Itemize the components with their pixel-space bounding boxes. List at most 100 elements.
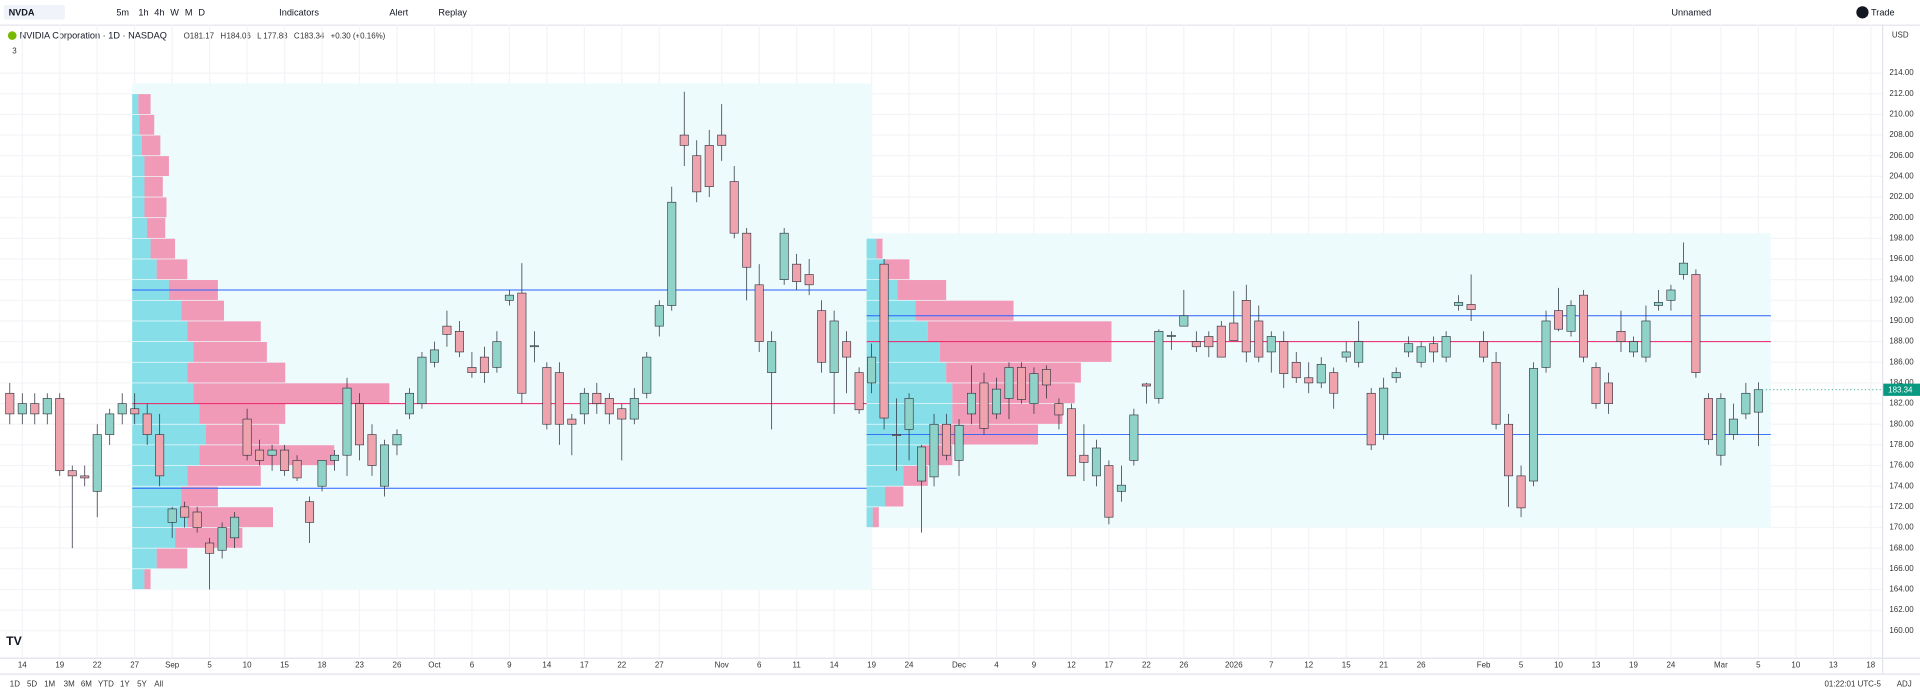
candle-body [1579,294,1588,358]
profile-up-bar [866,465,904,486]
profile-up-bar [132,569,145,590]
trade-icon[interactable] [1856,6,1869,19]
profile-down-bar [156,259,188,280]
x-tick-label: Sep [165,661,180,670]
candle-body [1216,325,1226,358]
candle-body [1591,367,1601,404]
x-tick-label: 9 [1032,661,1037,670]
indicators-button[interactable]: Indicators [279,7,319,17]
candle-body [1329,372,1339,394]
profile-up-bar [132,218,147,238]
profile-down-bar [150,238,176,259]
interval-button[interactable]: 5m [116,7,129,17]
profile-down-bar [897,280,947,300]
x-tick-label: 10 [1554,661,1563,670]
range-button[interactable]: All [154,680,163,689]
candle-body [205,542,215,554]
x-tick-label: 6 [470,661,475,670]
x-tick-label: 26 [1179,661,1188,670]
profile-down-bar [927,321,1112,342]
candle-body [217,527,227,551]
candle-body [804,274,814,286]
y-tick-label: 204.00 [1889,171,1914,180]
y-tick-label: 166.00 [1889,564,1914,573]
candle-body [92,434,102,492]
x-tick-label: Dec [952,661,966,670]
legend-value: 184.06 [227,31,252,40]
profile-up-bar [866,362,947,383]
replay-button[interactable]: Replay [438,7,467,17]
interval-button[interactable]: D [198,7,205,17]
range-button[interactable]: 1Y [120,680,130,689]
profile-down-bar [872,507,879,528]
layout-name[interactable]: Unnamed [1671,7,1711,17]
interval-button[interactable]: 4h [154,7,164,17]
alert-button[interactable]: Alert [389,7,408,17]
symbol-box[interactable] [3,4,65,20]
candle-body [1066,408,1076,477]
y-tick-label: 212.00 [1889,89,1914,98]
candle-body [1304,377,1314,384]
candle-body [1091,447,1101,477]
candle-body [192,511,202,528]
candle-body [105,413,115,435]
range-button[interactable]: 6M [81,680,92,689]
currency: USD [1892,31,1909,40]
x-tick-label: 2026 [1225,661,1243,670]
candle-body [842,341,852,358]
profile-up-bar [132,383,194,404]
range-button[interactable]: 5Y [137,680,147,689]
profile-down-bar [876,238,883,259]
candle-body [1454,302,1464,306]
trade-button[interactable]: Trade [1871,7,1895,17]
candle-body [967,392,976,415]
profile-down-bar [144,156,169,177]
candle-body [1079,454,1089,463]
y-tick-label: 192.00 [1889,295,1914,304]
profile-up-bar [866,321,928,342]
profile-down-bar [940,341,1112,362]
profile-up-bar [132,445,200,466]
legend-letter: C [294,31,300,40]
indicator-count[interactable]: 3 [12,47,17,56]
profile-up-bar [132,548,157,569]
candle-body [1753,389,1763,413]
interval-button[interactable]: M [185,7,193,17]
candle-body [155,434,165,477]
x-tick-label: 14 [830,661,839,670]
candle-body [604,398,614,415]
range-button[interactable]: 3M [64,680,75,689]
adj-button[interactable]: ADJ [1897,680,1912,689]
candle-body [629,398,639,420]
y-tick-label: 208.00 [1889,130,1914,139]
candle-body [1104,465,1114,518]
legend-value: 183.34 [300,31,325,40]
candle-body [117,403,127,415]
y-tick-label: 162.00 [1889,605,1914,614]
range-button[interactable]: 5D [27,680,37,689]
range-button[interactable]: 1D [10,680,20,689]
candle-body [1404,343,1414,353]
candle-body [954,424,964,461]
profile-down-bar [193,341,267,362]
interval-button[interactable]: W [170,7,179,17]
candle-body [1191,341,1201,348]
interval-button[interactable]: 1h [138,7,148,17]
profile-down-bar [138,94,151,115]
profile-down-bar [884,486,904,507]
range-button[interactable]: 1M [44,680,55,689]
candle-body [305,501,315,523]
profile-down-bar [187,321,261,342]
candle-body [479,356,489,373]
profile-up-bar [132,197,145,218]
symbol[interactable]: NVDA [9,7,35,17]
range-button[interactable]: YTD [98,680,114,689]
candle-body [854,372,864,411]
candle-body [829,320,839,373]
candle-body [1566,305,1576,332]
profile-up-bar [132,403,200,424]
profile-up-bar [132,114,140,135]
profile-up-bar [132,259,157,280]
